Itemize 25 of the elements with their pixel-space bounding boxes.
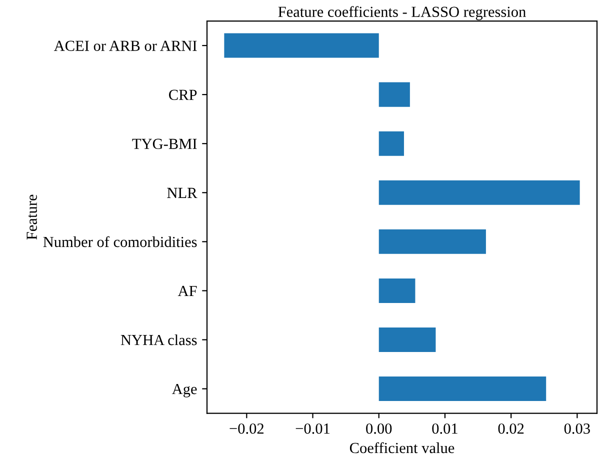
y-tick-label: Number of comorbidities [43, 236, 197, 248]
bar [378, 327, 436, 352]
y-tick-label: ACEI or ARB or ARNI [54, 40, 197, 51]
bar [224, 33, 379, 58]
bar [378, 131, 404, 156]
y-tick-label: NLR [167, 188, 198, 198]
y-tick-label: Age [172, 384, 197, 398]
x-tick-label: 0.02 [498, 423, 524, 434]
y-tick-label: NYHA class [120, 334, 197, 346]
bar [378, 180, 580, 205]
y-tick-label: CRP [169, 90, 197, 100]
x-tick-label: 0.00 [366, 423, 392, 434]
bar [378, 376, 546, 402]
bar [378, 82, 410, 107]
y-tick-label: TYG-BMI [132, 138, 197, 150]
y-tick-label: AF [178, 286, 197, 296]
y-axis-title: Feature [26, 194, 37, 240]
x-tick-label: 0.01 [432, 423, 458, 434]
bar [378, 229, 486, 254]
x-tick-label: 0.03 [564, 423, 590, 434]
x-tick-label: −0.02 [230, 423, 264, 434]
x-axis-title: Coefficient value [350, 442, 454, 454]
chart-title: Feature coefficients - LASSO regression [278, 6, 526, 20]
x-tick-label: −0.01 [296, 423, 330, 434]
bar [378, 278, 416, 303]
